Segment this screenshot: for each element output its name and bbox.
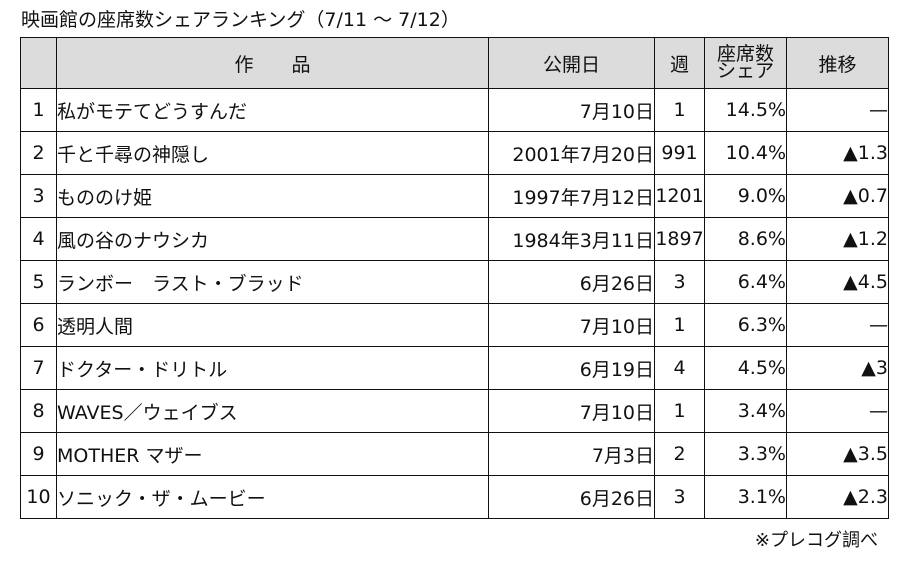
table-row: 4 風の谷のナウシカ 1984年3月11日 1897 8.6% ▲1.2 [20, 217, 889, 261]
release-cell: 2001年7月20日 [488, 131, 655, 175]
share-cell: 6.3% [704, 303, 787, 347]
release-cell: 6月26日 [488, 475, 655, 519]
table-row: 10 ソニック・ザ・ムービー 6月26日 3 3.1% ▲2.3 [20, 475, 889, 519]
share-cell: 9.0% [704, 174, 787, 218]
trend-cell: ▲3.5 [786, 432, 889, 476]
trend-cell: ▲3 [786, 346, 889, 390]
share-cell: 3.4% [704, 389, 787, 433]
title-cell: ランボー ラスト・ブラッド [56, 260, 489, 304]
rank-cell: 5 [20, 260, 57, 304]
table-header-row: 作 品 公開日 週 座席数 シェア 推移 [20, 37, 889, 89]
title-cell: もののけ姫 [56, 174, 489, 218]
share-cell: 10.4% [704, 131, 787, 175]
trend-cell: ▲1.2 [786, 217, 889, 261]
rank-cell: 6 [20, 303, 57, 347]
title-cell: 私がモテてどうすんだ [56, 88, 489, 132]
release-column-header: 公開日 [488, 37, 655, 89]
share-cell: 3.1% [704, 475, 787, 519]
release-cell: 7月10日 [488, 389, 655, 433]
trend-column-header: 推移 [786, 37, 889, 89]
trend-cell: — [786, 88, 889, 132]
ranking-table: 作 品 公開日 週 座席数 シェア 推移 1 私がモテてどうすんだ 7月10日 … [20, 37, 889, 519]
rank-cell: 7 [20, 346, 57, 390]
rank-column-header [20, 37, 57, 89]
title-column-header: 作 品 [56, 37, 489, 89]
title-cell: 透明人間 [56, 303, 489, 347]
title-cell: WAVES／ウェイブス [56, 389, 489, 433]
rank-cell: 2 [20, 131, 57, 175]
weeks-cell: 1201 [654, 174, 705, 218]
release-cell: 7月10日 [488, 88, 655, 132]
rank-cell: 10 [20, 475, 57, 519]
trend-cell: ▲4.5 [786, 260, 889, 304]
share-column-header: 座席数 シェア [704, 37, 787, 89]
share-cell: 8.6% [704, 217, 787, 261]
weeks-cell: 3 [654, 260, 705, 304]
weeks-cell: 1 [654, 88, 705, 132]
table-row: 3 もののけ姫 1997年7月12日 1201 9.0% ▲0.7 [20, 174, 889, 218]
title-cell: ソニック・ザ・ムービー [56, 475, 489, 519]
trend-cell: ▲0.7 [786, 174, 889, 218]
weeks-cell: 1897 [654, 217, 705, 261]
table-row: 7 ドクター・ドリトル 6月19日 4 4.5% ▲3 [20, 346, 889, 390]
title-cell: 千と千尋の神隠し [56, 131, 489, 175]
share-cell: 3.3% [704, 432, 787, 476]
weeks-cell: 991 [654, 131, 705, 175]
release-cell: 6月26日 [488, 260, 655, 304]
table-row: 6 透明人間 7月10日 1 6.3% — [20, 303, 889, 347]
release-cell: 7月10日 [488, 303, 655, 347]
table-row: 2 千と千尋の神隠し 2001年7月20日 991 10.4% ▲1.3 [20, 131, 889, 175]
weeks-cell: 1 [654, 389, 705, 433]
page-title: 映画館の座席数シェアランキング（7/11 ～ 7/12） [21, 9, 460, 31]
rank-cell: 4 [20, 217, 57, 261]
weeks-cell: 1 [654, 303, 705, 347]
release-cell: 1984年3月11日 [488, 217, 655, 261]
rank-cell: 3 [20, 174, 57, 218]
release-cell: 1997年7月12日 [488, 174, 655, 218]
source-note: ※プレコグ調べ [754, 530, 878, 551]
rank-cell: 8 [20, 389, 57, 433]
weeks-cell: 4 [654, 346, 705, 390]
trend-cell: ▲2.3 [786, 475, 889, 519]
title-cell: ドクター・ドリトル [56, 346, 489, 390]
table-row: 1 私がモテてどうすんだ 7月10日 1 14.5% — [20, 88, 889, 132]
weeks-column-header: 週 [654, 37, 705, 89]
share-header-line1: 座席数 [716, 43, 774, 65]
trend-cell: ▲1.3 [786, 131, 889, 175]
release-cell: 7月3日 [488, 432, 655, 476]
share-cell: 4.5% [704, 346, 787, 390]
weeks-cell: 2 [654, 432, 705, 476]
share-cell: 14.5% [704, 88, 787, 132]
rank-cell: 1 [20, 88, 57, 132]
release-cell: 6月19日 [488, 346, 655, 390]
share-header-line2: シェア [716, 60, 774, 82]
title-cell: 風の谷のナウシカ [56, 217, 489, 261]
title-cell: MOTHER マザー [56, 432, 489, 476]
weeks-cell: 3 [654, 475, 705, 519]
trend-cell: — [786, 389, 889, 433]
table-row: 8 WAVES／ウェイブス 7月10日 1 3.4% — [20, 389, 889, 433]
rank-cell: 9 [20, 432, 57, 476]
trend-cell: — [786, 303, 889, 347]
table-row: 5 ランボー ラスト・ブラッド 6月26日 3 6.4% ▲4.5 [20, 260, 889, 304]
table-row: 9 MOTHER マザー 7月3日 2 3.3% ▲3.5 [20, 432, 889, 476]
share-cell: 6.4% [704, 260, 787, 304]
